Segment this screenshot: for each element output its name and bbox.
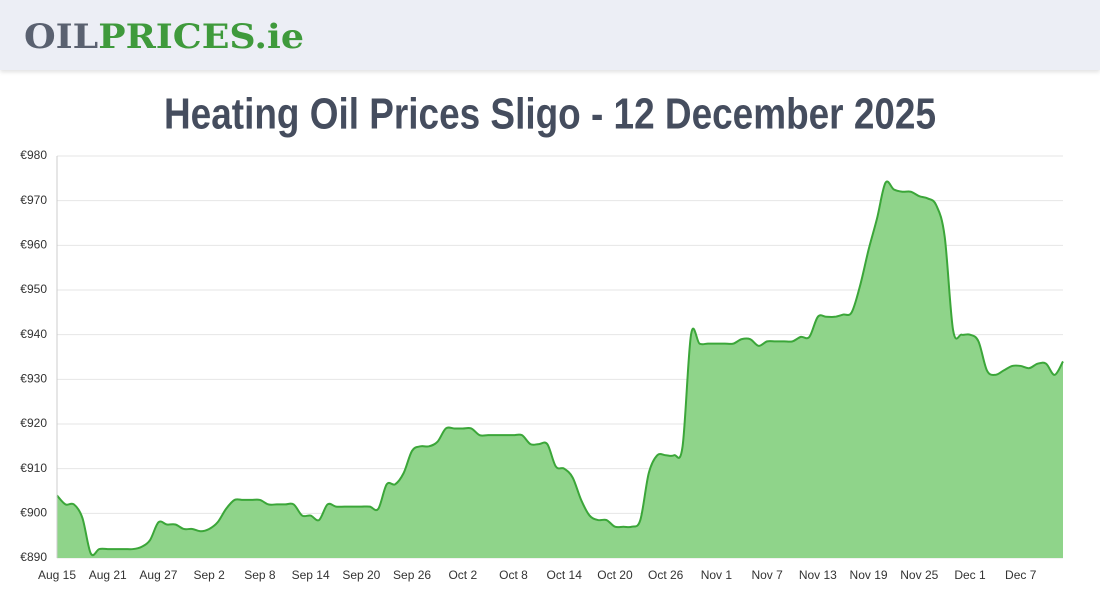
x-tick-label: Dec 1 [954,568,986,582]
x-tick-label: Dec 7 [1005,568,1037,582]
header: OIL PRICES.ie [0,0,1100,70]
x-tick-label: Nov 25 [900,568,938,582]
y-tick-label: €960 [20,238,47,252]
y-tick-label: €900 [20,506,47,520]
x-tick-label: Nov 7 [751,568,783,582]
y-tick-label: €910 [20,461,47,475]
y-tick-label: €970 [20,193,47,207]
x-tick-label: Aug 27 [139,568,177,582]
logo[interactable]: OIL PRICES.ie [0,0,320,70]
x-tick-label: Aug 21 [89,568,127,582]
logo-green: PRICES.ie [98,17,304,57]
logo-dark: OIL [24,17,98,57]
x-tick-label: Oct 26 [648,568,684,582]
y-tick-label: €980 [20,148,47,162]
x-tick-label: Nov 13 [799,568,837,582]
x-tick-label: Sep 2 [193,568,225,582]
x-tick-label: Aug 15 [38,568,76,582]
x-tick-label: Sep 14 [292,568,330,582]
line [56,180,1064,557]
y-tick-label: €920 [20,416,47,430]
x-tick-label: Nov 19 [850,568,888,582]
logo-text: OIL PRICES.ie [24,17,304,57]
x-tick-label: Oct 20 [597,568,633,582]
x-tick-label: Oct 8 [499,568,528,582]
y-tick-label: €930 [20,372,47,386]
x-tick-label: Nov 1 [701,568,733,582]
x-tick-label: Sep 8 [244,568,276,582]
area-fill [57,181,1063,558]
y-tick-label: €950 [20,282,47,296]
x-tick-label: Oct 14 [547,568,583,582]
x-tick-label: Sep 26 [393,568,431,582]
y-tick-label: €940 [20,327,47,341]
x-tick-label: Sep 20 [342,568,380,582]
chart-title: Heating Oil Prices Sligo - 12 December 2… [164,90,936,139]
x-tick-label: Oct 2 [448,568,477,582]
y-tick-label: €890 [20,550,47,564]
